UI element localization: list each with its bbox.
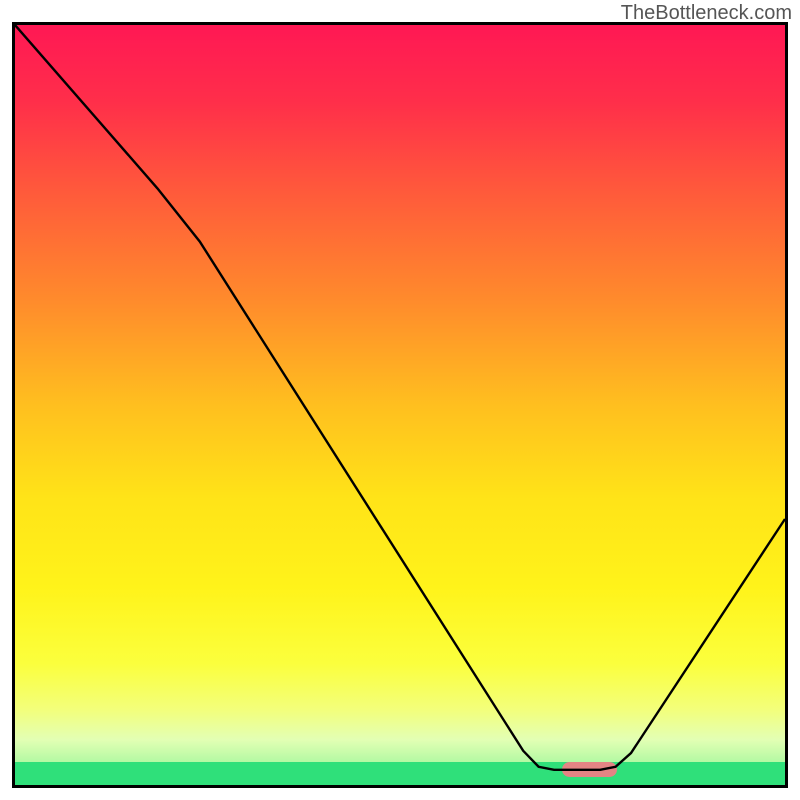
curve-path (15, 25, 785, 770)
bottleneck-curve (15, 25, 785, 785)
watermark-text: TheBottleneck.com (621, 2, 792, 25)
chart-frame (12, 22, 788, 788)
